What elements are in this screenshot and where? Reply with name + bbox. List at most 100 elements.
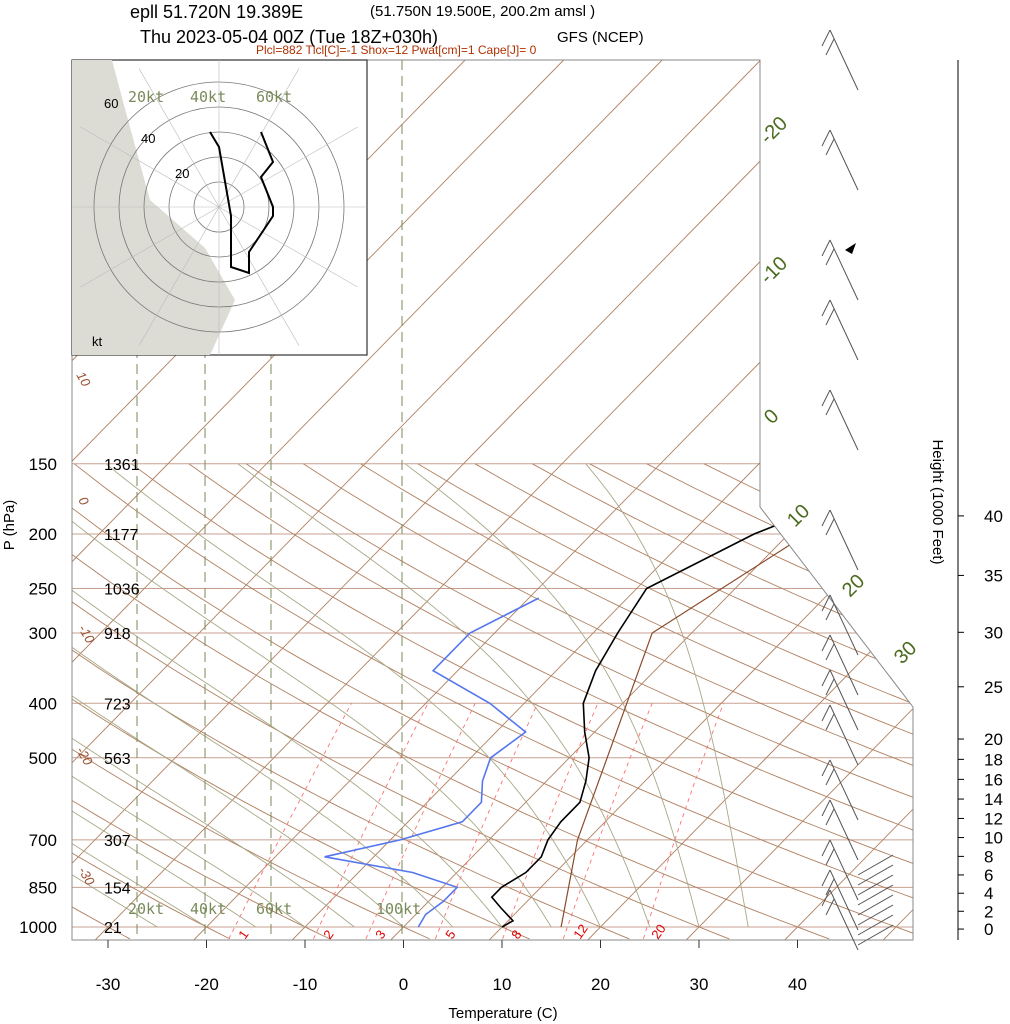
isotherm-line <box>72 60 860 940</box>
dry-adiabat <box>72 463 231 940</box>
height-tick-label: 0 <box>984 920 993 939</box>
dry-adiabat <box>360 463 913 940</box>
sounding-series <box>324 463 913 928</box>
wind-barb-flag <box>825 898 835 916</box>
wind-barb-pennant <box>845 243 856 254</box>
height-m-label: 563 <box>104 751 131 768</box>
height-m-label: 1361 <box>104 457 140 474</box>
wind-barb-flag <box>825 38 835 56</box>
wind-barb-staff <box>829 669 859 731</box>
wind-barb-flag <box>821 299 831 317</box>
wind-barb-staff <box>829 239 859 301</box>
isotherm-line <box>291 60 913 940</box>
station-title: epll 51.720N 19.389E <box>130 2 303 22</box>
hodo-unit: kt <box>92 334 103 349</box>
wind-barb-flag <box>825 398 835 416</box>
low-level-barb <box>857 854 894 876</box>
dry-adiabat-label: -30 <box>75 864 98 888</box>
x-tick-label: 0 <box>399 975 408 994</box>
speed-label-bottom: 40kt <box>190 900 226 918</box>
wind-barb-staff <box>829 29 859 91</box>
moist-adiabat <box>105 463 601 928</box>
speed-label-top: 20kt <box>128 88 164 106</box>
mixing-ratio-line <box>502 703 599 940</box>
hodo-ring-label: 40 <box>141 131 155 146</box>
mixing-ratio-line <box>365 703 476 940</box>
stability-indices: Plcl=882 Tlcl[C]=-1 Shox=12 Pwat[cm]=1 C… <box>256 43 537 57</box>
mixing-ratio-line <box>313 703 429 940</box>
hodo-trace <box>209 131 275 275</box>
low-level-barb <box>857 914 894 936</box>
speed-label-top: 40kt <box>190 88 226 106</box>
dry-adiabat <box>303 463 913 940</box>
model-name: GFS (NCEP) <box>557 29 644 46</box>
moist-adiabat <box>72 494 503 928</box>
wind-barb-flag <box>821 889 831 907</box>
station-detail: (51.750N 19.500E, 200.2m amsl ) <box>370 3 595 20</box>
height-tick-label: 6 <box>984 866 993 885</box>
dry-adiabat <box>72 463 630 940</box>
wind-barb-flag <box>825 678 835 696</box>
speed-label-top: 100kt <box>376 88 421 106</box>
wind-barb-staff <box>829 759 859 821</box>
wind-barb-staff <box>829 594 859 656</box>
wind-barb-flag <box>821 29 831 47</box>
x-tick-label: -20 <box>194 975 219 994</box>
pressure-tick-label: 250 <box>29 580 57 599</box>
moist-adiabat <box>72 606 306 928</box>
wind-barb-flag <box>821 869 831 887</box>
height-m-label: 21 <box>104 920 122 937</box>
dry-adiabat <box>72 463 430 940</box>
wind-barb-flag <box>821 594 831 612</box>
speed-label-bottom: 100kt <box>376 900 421 918</box>
wind-barb-staff <box>829 634 859 696</box>
mixing-ratio-line <box>642 703 724 940</box>
dry-adiabat <box>72 463 330 940</box>
isotherm-line <box>784 60 913 940</box>
x-axis-label: Temperature (C) <box>448 1005 557 1022</box>
wind-barb-flag <box>825 878 835 896</box>
isotherm-line <box>390 60 913 940</box>
dry-adiabat <box>474 463 913 940</box>
y2-axis-label: Height (1000 Feet) <box>929 439 946 564</box>
wind-barb-staff <box>829 299 859 361</box>
wind-barb-staff <box>829 509 859 571</box>
dry-adiabat-label: 10 <box>73 369 94 390</box>
dry-adiabat <box>646 463 913 940</box>
height-tick-label: 16 <box>984 770 1003 789</box>
wind-barb-flag <box>821 634 831 652</box>
isotherm-label: 20 <box>838 570 869 601</box>
x-tick-label: 30 <box>690 975 709 994</box>
dry-adiabat <box>74 463 913 940</box>
pressure-tick-label: 700 <box>29 831 57 850</box>
isotherm-label: 30 <box>890 637 921 668</box>
wind-barb-flag <box>825 138 835 156</box>
wind-barb-flag <box>825 713 835 731</box>
series-parcel <box>560 463 913 928</box>
wind-barbs <box>821 29 894 951</box>
wind-barb-staff <box>829 839 859 901</box>
isotherm-line <box>72 60 761 940</box>
hodo-spoke <box>80 126 358 288</box>
pressure-tick-label: 850 <box>29 878 57 897</box>
isotherm-label: 0 <box>760 405 783 428</box>
isotherm-label: -10 <box>756 253 792 289</box>
hodo-ring-label: 60 <box>104 96 118 111</box>
hodo-ring-label: 20 <box>175 166 189 181</box>
wind-barb-flag <box>821 239 831 257</box>
wind-barb-flag <box>825 518 835 536</box>
wind-barb-flag <box>821 839 831 857</box>
moist-adiabat <box>585 463 749 928</box>
wind-barb-flag <box>821 669 831 687</box>
mixing-ratio-line <box>434 703 539 940</box>
dry-adiabat <box>72 463 730 940</box>
moist-adiabat <box>72 533 454 928</box>
dry-adiabat <box>131 463 913 940</box>
moist-adiabat <box>72 663 158 928</box>
wind-barb-staff <box>829 799 859 861</box>
isotherm-label: -20 <box>756 113 792 149</box>
moist-adiabat <box>237 463 651 928</box>
